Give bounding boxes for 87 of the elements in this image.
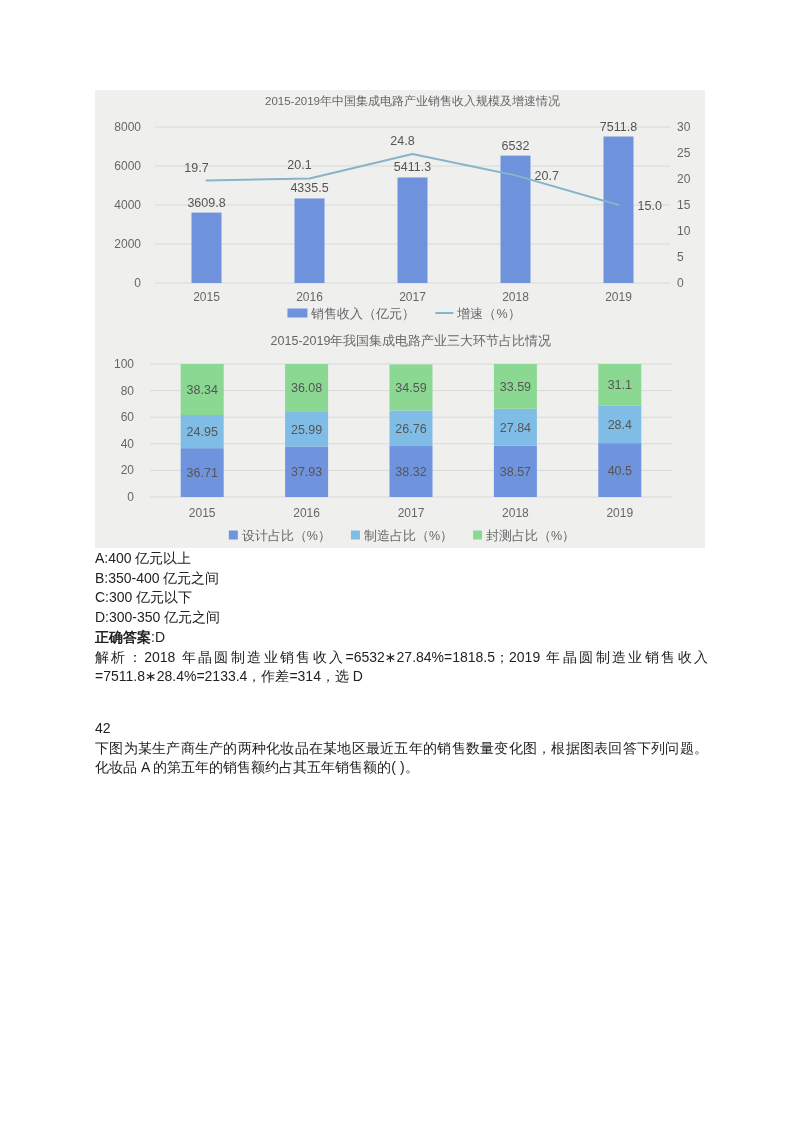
data-label: 4335.5 <box>290 181 329 196</box>
data-label: 28.4 <box>607 417 632 432</box>
y2-tick-label: 25 <box>677 146 691 160</box>
bar <box>598 364 642 406</box>
bar <box>180 364 224 415</box>
legend-label: 封测占比（%） <box>486 528 576 543</box>
bar <box>285 446 329 497</box>
data-label: 37.93 <box>290 465 323 480</box>
y2-tick-label: 0 <box>677 276 684 290</box>
y-tick-label: 100 <box>113 357 135 371</box>
data-label: 38.57 <box>499 464 532 479</box>
x-tick-label: 2017 <box>397 506 425 520</box>
bar <box>598 443 642 497</box>
y-tick-label: 8000 <box>114 120 142 134</box>
bar <box>191 212 222 283</box>
bar <box>493 408 537 446</box>
bar <box>180 448 224 497</box>
data-label: 36.08 <box>290 381 323 396</box>
text: B:350-400 亿元之间 <box>95 569 220 586</box>
x-tick-label: 2016 <box>296 290 324 304</box>
data-label: 24.95 <box>186 425 218 440</box>
y-tick-label: 0 <box>127 490 135 504</box>
text: D:300-350 亿元之间 <box>95 609 221 626</box>
data-label: 33.59 <box>499 379 532 394</box>
chart-title: 2015-2019年我国集成电路产业三大环节占比情况 <box>270 334 552 348</box>
x-tick-label: 2018 <box>502 506 530 520</box>
y-tick-label: 80 <box>120 383 135 398</box>
text: A:400 亿元以上 <box>95 550 192 566</box>
data-label: 15.0 <box>637 198 662 213</box>
bar <box>389 410 433 447</box>
bar <box>493 445 537 497</box>
data-label: 27.84 <box>499 420 532 435</box>
x-tick-label: 2017 <box>399 290 427 304</box>
y-tick-label: 6000 <box>114 159 142 173</box>
y2-tick-label: 30 <box>677 120 691 134</box>
y2-tick-label: 5 <box>677 250 684 264</box>
legend-label: 增速（%） <box>456 306 521 321</box>
text: 正确答案:D <box>95 628 165 645</box>
bar <box>598 405 642 444</box>
bar <box>285 364 329 412</box>
legend-label: 制造占比（%） <box>363 528 454 543</box>
y-tick-label: 40 <box>120 436 135 451</box>
data-label: 34.59 <box>395 380 427 395</box>
data-label: 6532 <box>501 138 530 153</box>
y-tick-label: 4000 <box>114 198 142 212</box>
x-tick-label: 2015 <box>193 290 221 304</box>
data-label: 5411.3 <box>393 160 432 175</box>
data-label: 38.34 <box>186 383 218 397</box>
x-tick-label: 2019 <box>606 506 634 520</box>
y2-tick-label: 20 <box>677 172 691 186</box>
data-label: 20.1 <box>287 158 312 173</box>
bar <box>397 177 428 283</box>
y2-tick-label: 15 <box>677 198 691 212</box>
data-label: 3609.8 <box>187 195 226 210</box>
bar <box>493 364 537 409</box>
y-tick-label: 60 <box>120 410 135 425</box>
x-tick-label: 2016 <box>293 506 321 520</box>
x-tick-label: 2019 <box>605 290 633 304</box>
bar <box>389 446 433 497</box>
data-label: 36.71 <box>186 466 218 481</box>
chart-title: 2015-2019年中国集成电路产业销售收入规模及增速情况 <box>265 94 560 107</box>
text: 下图为某生产商生产的两种化妆品在某地区最近五年的销售数量变化图，根据图表回答下列问题。化妆品 A 的第五年的销售额约占其五年销售额的( )。 <box>95 739 708 776</box>
bar <box>500 155 531 283</box>
text: 42 <box>95 719 111 736</box>
legend-label: 设计占比（%） <box>241 528 331 543</box>
data-label: 38.32 <box>395 465 427 480</box>
bar <box>285 411 329 447</box>
bar <box>389 364 433 411</box>
legend-label: 销售收入（亿元） <box>310 306 416 321</box>
data-label: 26.76 <box>395 421 427 436</box>
x-tick-label: 2015 <box>188 506 216 520</box>
data-label: 24.8 <box>390 134 415 149</box>
y-tick-label: 20 <box>120 463 135 478</box>
data-label: 25.99 <box>290 422 323 437</box>
data-label: 40.5 <box>607 463 632 478</box>
y-tick-label: 0 <box>134 276 142 290</box>
bar <box>294 198 325 283</box>
bar <box>603 136 634 283</box>
y2-tick-label: 10 <box>677 224 691 238</box>
data-label: 20.7 <box>534 168 559 183</box>
data-label: 7511.8 <box>599 119 638 134</box>
y-tick-label: 2000 <box>114 237 142 251</box>
x-tick-label: 2018 <box>502 290 530 304</box>
data-label: 31.1 <box>607 378 632 393</box>
text: 解析：2018 年晶圆制造业销售收入=6532∗27.84%=1818.5；2019 年晶圆制造业销售收入=7511.8∗28.4%=2133.4，作差=314，选 D <box>95 648 708 685</box>
text: C:300 亿元以下 <box>95 589 193 606</box>
data-label: 19.7 <box>184 160 209 175</box>
